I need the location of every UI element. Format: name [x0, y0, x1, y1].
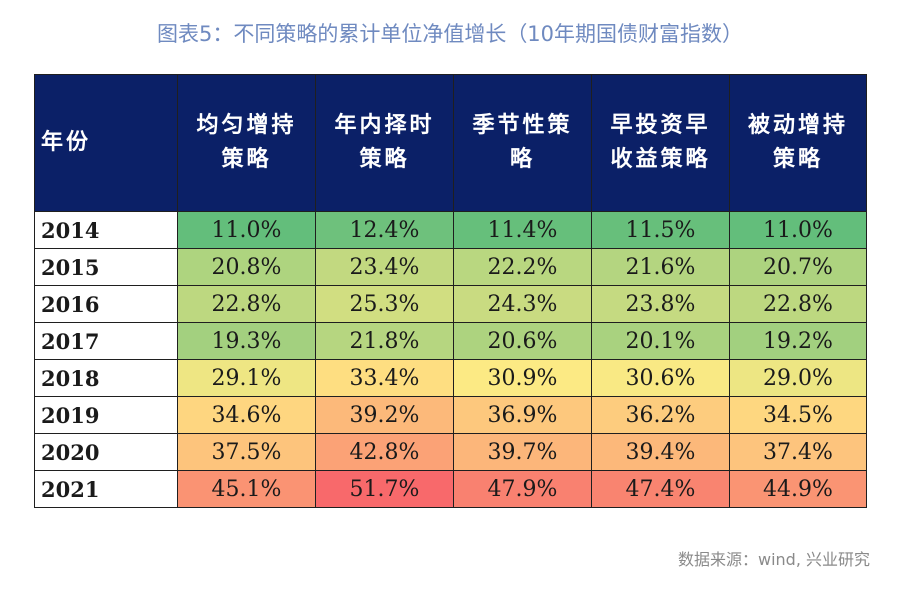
value-cell: 21.6% — [591, 248, 730, 286]
value-cell: 24.3% — [453, 285, 592, 323]
value-cell: 22.8% — [729, 285, 867, 323]
value-cell: 33.4% — [315, 359, 454, 397]
value-cell: 19.3% — [177, 322, 316, 360]
value-cell: 30.6% — [591, 359, 730, 397]
value-cell: 11.0% — [729, 211, 867, 249]
year-cell: 2017 — [34, 322, 178, 360]
value-cell: 20.8% — [177, 248, 316, 286]
value-cell: 39.2% — [315, 396, 454, 434]
value-cell: 23.8% — [591, 285, 730, 323]
value-cell: 22.2% — [453, 248, 592, 286]
table-row: 2017 19.3% 21.8% 20.6% 20.1% 19.2% — [34, 322, 867, 360]
value-cell: 19.2% — [729, 322, 867, 360]
year-cell: 2014 — [34, 211, 178, 249]
column-header-seasonal: 季节性策略 — [453, 74, 592, 212]
value-cell: 29.1% — [177, 359, 316, 397]
value-cell: 11.5% — [591, 211, 730, 249]
table-row: 2021 45.1% 51.7% 47.9% 47.4% 44.9% — [34, 470, 867, 508]
value-cell: 47.9% — [453, 470, 592, 508]
value-cell: 12.4% — [315, 211, 454, 249]
column-header-year: 年份 — [34, 74, 178, 212]
value-cell: 11.4% — [453, 211, 592, 249]
table-row: 2018 29.1% 33.4% 30.9% 30.6% 29.0% — [34, 359, 867, 397]
value-cell: 34.6% — [177, 396, 316, 434]
table-row: 2015 20.8% 23.4% 22.2% 21.6% 20.7% — [34, 248, 867, 286]
value-cell: 36.9% — [453, 396, 592, 434]
value-cell: 37.5% — [177, 433, 316, 471]
value-cell: 23.4% — [315, 248, 454, 286]
value-cell: 20.6% — [453, 322, 592, 360]
value-cell: 34.5% — [729, 396, 867, 434]
page-title: 图表5：不同策略的累计单位净值增长（10年期国债财富指数） — [156, 22, 744, 46]
value-cell: 47.4% — [591, 470, 730, 508]
value-cell: 39.4% — [591, 433, 730, 471]
year-cell: 2015 — [34, 248, 178, 286]
value-cell: 21.8% — [315, 322, 454, 360]
value-cell: 29.0% — [729, 359, 867, 397]
table-row: 2019 34.6% 39.2% 36.9% 36.2% 34.5% — [34, 396, 867, 434]
column-header-passive: 被动增持策略 — [729, 74, 867, 212]
value-cell: 22.8% — [177, 285, 316, 323]
year-cell: 2019 — [34, 396, 178, 434]
value-cell: 20.7% — [729, 248, 867, 286]
value-cell: 45.1% — [177, 470, 316, 508]
value-cell: 51.7% — [315, 470, 454, 508]
value-cell: 20.1% — [591, 322, 730, 360]
value-cell: 39.7% — [453, 433, 592, 471]
value-cell: 37.4% — [729, 433, 867, 471]
header-row: 年份 均匀增持策略 年内择时策略 季节性策略 早投资早收益策略 被动增持策略 — [34, 74, 867, 212]
value-cell: 11.0% — [177, 211, 316, 249]
column-header-uniform: 均匀增持策略 — [177, 74, 316, 212]
data-source-note: 数据来源：wind, 兴业研究 — [677, 550, 870, 569]
year-cell: 2018 — [34, 359, 178, 397]
value-cell: 42.8% — [315, 433, 454, 471]
value-cell: 44.9% — [729, 470, 867, 508]
value-cell: 25.3% — [315, 285, 454, 323]
data-table: 年份 均匀增持策略 年内择时策略 季节性策略 早投资早收益策略 被动增持策略 2… — [34, 74, 867, 508]
column-header-timing: 年内择时策略 — [315, 74, 454, 212]
value-cell: 36.2% — [591, 396, 730, 434]
year-cell: 2021 — [34, 470, 178, 508]
table-row: 2014 11.0% 12.4% 11.4% 11.5% 11.0% — [34, 211, 867, 249]
table-row: 2016 22.8% 25.3% 24.3% 23.8% 22.8% — [34, 285, 867, 323]
year-cell: 2016 — [34, 285, 178, 323]
year-cell: 2020 — [34, 433, 178, 471]
value-cell: 30.9% — [453, 359, 592, 397]
table-row: 2020 37.5% 42.8% 39.7% 39.4% 37.4% — [34, 433, 867, 471]
column-header-early: 早投资早收益策略 — [591, 74, 730, 212]
